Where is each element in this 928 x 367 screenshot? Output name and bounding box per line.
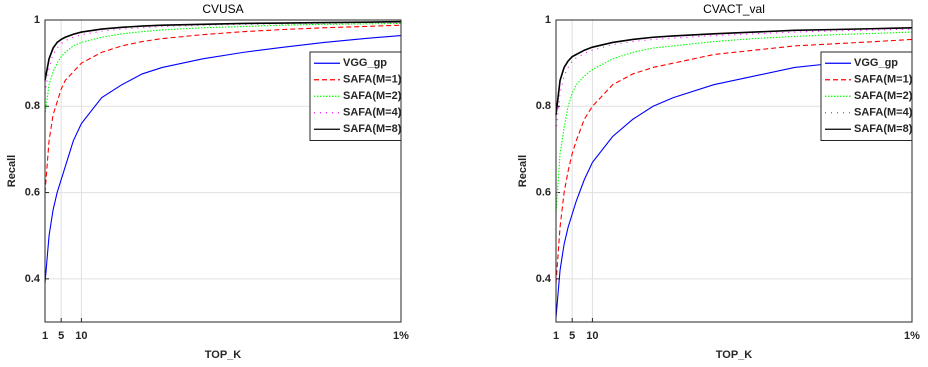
series-line	[555, 31, 913, 215]
series-line	[44, 34, 402, 284]
y-tick-label: 0.8	[536, 100, 551, 112]
legend-label: SAFA(M=8)	[854, 123, 913, 135]
axes-frame	[555, 19, 913, 323]
legend-label: SAFA(M=2)	[854, 90, 913, 102]
legend-label: SAFA(M=2)	[343, 90, 402, 102]
legend-box	[820, 51, 913, 141]
x-tick-label: 1	[42, 330, 48, 342]
x-tick-label: 1	[553, 330, 559, 342]
y-axis-label: Recall	[517, 155, 529, 187]
y-tick-label: 0.4	[25, 273, 41, 285]
x-axis-label: TOP_K	[716, 349, 753, 361]
x-tick-label: 10	[75, 330, 87, 342]
series-line	[44, 24, 402, 193]
series-line	[555, 26, 913, 116]
axes-frame	[44, 19, 402, 323]
legend-label: VGG_gp	[343, 57, 387, 69]
chart-title: CVACT_val	[703, 2, 765, 16]
series-line	[44, 22, 402, 115]
y-tick-label: 0.8	[25, 100, 40, 112]
x-tick-label: 1%	[393, 330, 409, 342]
y-axis-label: Recall	[6, 155, 18, 187]
legend-box	[309, 51, 402, 141]
legend-label: SAFA(M=8)	[343, 123, 402, 135]
y-tick-label: 0.6	[536, 186, 551, 198]
legend-label: SAFA(M=4)	[343, 107, 402, 119]
chart-title: CVUSA	[202, 2, 243, 16]
legend-label: SAFA(M=1)	[854, 74, 913, 86]
y-tick-label: 0.4	[536, 273, 552, 285]
x-tick-label: 5	[569, 330, 575, 342]
x-tick-label: 10	[586, 330, 598, 342]
series-line	[555, 53, 913, 318]
legend-label: SAFA(M=1)	[343, 74, 402, 86]
y-tick-label: 0.6	[25, 186, 40, 198]
x-tick-label: 1%	[904, 330, 920, 342]
x-tick-label: 5	[58, 330, 64, 342]
legend-label: VGG_gp	[854, 57, 898, 69]
y-tick-label: 1	[545, 14, 551, 26]
series-line	[44, 20, 402, 81]
legend-label: SAFA(M=4)	[854, 107, 913, 119]
y-tick-label: 1	[34, 14, 40, 26]
x-axis-label: TOP_K	[205, 349, 242, 361]
